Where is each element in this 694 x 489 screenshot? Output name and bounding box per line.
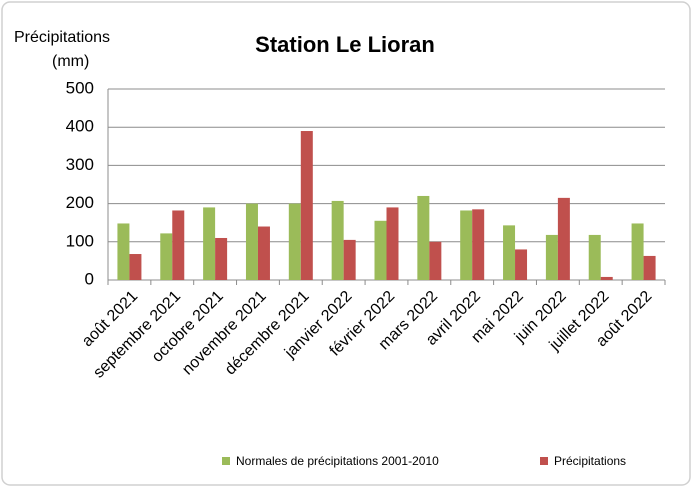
y-tick-label: 400 [66, 117, 94, 136]
legend-swatch [540, 457, 548, 465]
bar [643, 255, 656, 280]
legend-label: Précipitations [554, 454, 626, 468]
legend-label: Normales de précipitations 2001-2010 [236, 454, 439, 468]
bar [331, 200, 344, 280]
bar [172, 210, 185, 280]
bar [545, 234, 558, 280]
bar [429, 241, 442, 280]
bar [374, 220, 387, 280]
y-tick-label: 0 [85, 269, 94, 288]
bar [245, 203, 258, 280]
y-axis-label: (mm) [52, 53, 89, 70]
bar [160, 233, 173, 280]
bar [215, 237, 228, 280]
y-tick-label: 500 [66, 78, 94, 97]
bar [600, 276, 613, 280]
y-tick-label: 100 [66, 231, 94, 250]
bar [557, 197, 570, 280]
y-tick-label: 300 [66, 155, 94, 174]
bar [257, 226, 270, 280]
y-tick-label: 200 [66, 193, 94, 212]
bar [343, 239, 356, 280]
bar [631, 223, 644, 280]
y-axis-label: Précipitations [14, 29, 110, 46]
bar [203, 207, 216, 280]
bar [300, 131, 313, 280]
legend-swatch [222, 457, 230, 465]
chart-title: Station Le Lioran [255, 32, 435, 57]
bar [288, 203, 301, 280]
bar [417, 195, 430, 280]
bar [460, 210, 473, 280]
bar [588, 234, 601, 280]
bar [472, 209, 485, 280]
bar [117, 223, 130, 280]
bar [503, 225, 516, 280]
bar [386, 207, 399, 280]
bar [515, 249, 528, 280]
bar [129, 254, 142, 280]
